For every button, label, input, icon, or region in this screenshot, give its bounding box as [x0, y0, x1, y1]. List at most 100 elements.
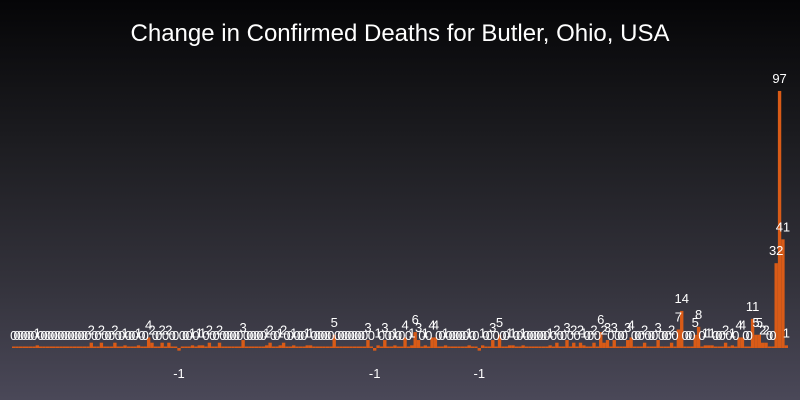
data-label: 0	[435, 328, 442, 343]
data-label: 0	[567, 328, 574, 343]
data-label: 0	[61, 328, 68, 343]
bar	[572, 342, 576, 348]
bar	[342, 346, 347, 348]
data-label: 3	[604, 320, 611, 335]
bar	[656, 340, 660, 348]
bar	[184, 346, 188, 348]
data-label: 0	[273, 328, 280, 343]
data-label: 0	[253, 328, 260, 343]
data-label: 2	[762, 323, 769, 338]
bar	[558, 346, 562, 348]
data-label: 1	[408, 325, 415, 340]
data-label: 3	[611, 320, 618, 335]
bar	[113, 342, 117, 348]
data-label: 1	[479, 325, 486, 340]
data-label: 1	[374, 325, 381, 340]
bar	[96, 346, 100, 348]
data-label: 3	[364, 320, 371, 335]
bar	[717, 346, 721, 348]
data-label: 0	[91, 328, 98, 343]
data-label: 1	[580, 325, 587, 340]
data-label: 0	[712, 328, 719, 343]
data-label: 3	[489, 320, 496, 335]
bar	[109, 346, 114, 348]
bar	[626, 340, 630, 348]
bar	[52, 346, 56, 348]
bar	[437, 346, 441, 348]
bar	[302, 346, 306, 348]
data-label: 14	[674, 291, 688, 306]
data-label: 0	[152, 328, 159, 343]
data-label: 5	[331, 315, 338, 330]
bar	[386, 346, 390, 348]
bar	[119, 346, 124, 348]
data-label: 1	[121, 325, 128, 340]
data-label: 0	[685, 328, 692, 343]
bar	[150, 342, 154, 348]
data-label: 2	[641, 323, 648, 338]
bar	[727, 346, 731, 348]
bar	[784, 345, 788, 348]
data-label: 4	[401, 317, 408, 332]
bar	[447, 346, 451, 348]
data-label: 0	[337, 328, 344, 343]
data-label: 0	[594, 328, 601, 343]
data-label: 0	[115, 328, 122, 343]
bar	[605, 340, 610, 348]
bar	[389, 346, 394, 348]
data-label: 0	[229, 328, 236, 343]
data-label: 2	[668, 323, 675, 338]
bar	[292, 345, 296, 348]
data-label: 1	[263, 325, 270, 340]
bar	[32, 346, 36, 348]
data-label: 6	[597, 312, 604, 327]
bar	[754, 334, 758, 348]
bar	[140, 346, 144, 348]
bar	[123, 345, 127, 348]
data-label: 0	[128, 328, 135, 343]
bar	[619, 346, 623, 348]
bar	[413, 332, 417, 348]
bar	[531, 346, 535, 348]
bar	[484, 346, 488, 348]
data-label: 0	[10, 328, 17, 343]
data-label: 2	[570, 323, 577, 338]
bar	[534, 346, 539, 348]
data-label: 0	[223, 328, 230, 343]
data-label: 1	[277, 325, 284, 340]
data-label: 0	[533, 328, 540, 343]
bar	[639, 346, 643, 348]
data-label: 0	[746, 328, 753, 343]
data-label: 1	[702, 325, 709, 340]
data-label: 1	[466, 325, 473, 340]
bar	[305, 345, 309, 348]
data-label: 0	[94, 328, 101, 343]
data-label: 0	[142, 328, 149, 343]
bar	[79, 346, 83, 348]
data-label: 2	[98, 323, 105, 338]
bar	[339, 346, 343, 348]
bar	[659, 346, 664, 348]
bar	[359, 346, 363, 348]
data-label: 0	[607, 328, 614, 343]
bar	[457, 346, 461, 348]
bar	[211, 346, 215, 348]
bar	[329, 346, 333, 348]
data-label: 0	[162, 328, 169, 343]
bar	[649, 346, 654, 348]
bar	[268, 342, 272, 348]
bar	[683, 346, 687, 348]
data-label: 2	[759, 323, 766, 338]
data-label: 0	[125, 328, 132, 343]
bar	[197, 345, 201, 348]
data-label: 0	[256, 328, 263, 343]
bar	[740, 337, 745, 348]
data-label: 0	[395, 328, 402, 343]
bar	[146, 337, 151, 348]
bar	[524, 346, 529, 348]
bar	[295, 346, 299, 348]
bar	[622, 346, 627, 348]
bar	[690, 346, 694, 348]
data-label: 2	[577, 323, 584, 338]
bar	[173, 346, 178, 348]
